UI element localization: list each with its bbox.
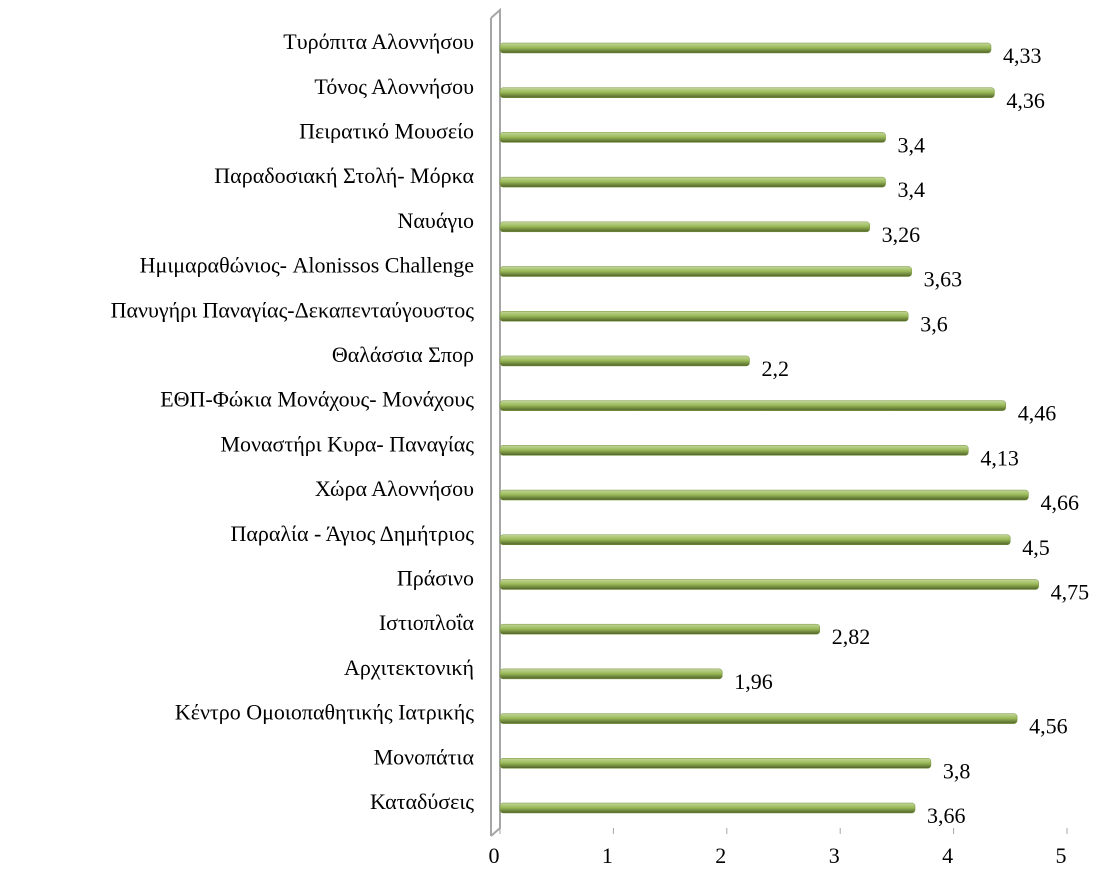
x-tick-label: 1	[602, 843, 613, 868]
data-label: 2,82	[832, 624, 871, 649]
x-tick-label: 5	[1056, 843, 1067, 868]
bar	[499, 132, 886, 143]
x-tick-label: 0	[489, 843, 500, 868]
bar	[499, 534, 1011, 546]
data-label: 3,66	[927, 803, 966, 828]
y-tick-label: Ιστιοπλοΐα	[379, 610, 475, 635]
y-tick-label: Παραδοσιακή Στολή- Μόρκα	[214, 163, 474, 188]
axis-wall	[490, 7, 501, 837]
y-tick-label: Τόνος Αλοννήσου	[314, 74, 474, 99]
data-label: 2,2	[761, 356, 789, 381]
x-tick-label: 4	[942, 843, 953, 868]
data-label: 4,75	[1051, 580, 1090, 605]
y-tick-label: ΕΘΠ-Φώκια Μονάχους- Μονάχους	[160, 387, 474, 412]
y-tick-label: Μοναστήρι Κυρα- Παναγίας	[220, 431, 474, 456]
y-tick-label: Ναυάγιο	[398, 208, 474, 233]
bar	[499, 445, 969, 456]
bar	[499, 758, 932, 769]
bar	[499, 579, 1039, 590]
y-tick-label: Πειρατικό Μουσείο	[299, 118, 474, 143]
y-tick-label: Τυρόπιτα Αλοννήσου	[283, 29, 474, 54]
data-label: 4,5	[1022, 535, 1050, 560]
bar	[499, 623, 821, 635]
bar	[499, 713, 1018, 724]
y-tick-label: Πράσινο	[397, 566, 474, 591]
x-tick-label: 3	[829, 843, 840, 868]
data-label: 3,4	[898, 132, 926, 157]
data-label: 3,4	[898, 177, 926, 202]
data-label: 4,46	[1018, 401, 1056, 426]
data-label: 4,13	[980, 445, 1019, 470]
bar	[499, 221, 870, 233]
bar	[499, 42, 992, 54]
x-tick-label: 2	[715, 843, 726, 868]
y-tick-label: Μονοπάτια	[374, 744, 475, 769]
y-tick-label: Αρχιτεκτονική	[344, 655, 474, 680]
y-tick-label: Πανυγήρι Παναγίας-Δεκαπενταύγουστος	[111, 297, 475, 322]
bar	[499, 176, 886, 188]
y-tick-label: Καταδύσεις	[370, 789, 474, 814]
bar	[499, 668, 723, 680]
data-label: 1,96	[734, 669, 773, 694]
bar	[499, 87, 995, 98]
y-tick-label: Θαλάσσια Σπορ	[332, 342, 474, 367]
data-label: 4,56	[1029, 714, 1068, 739]
bar	[499, 489, 1029, 501]
data-label: 4,33	[1003, 43, 1042, 68]
bar	[499, 355, 750, 367]
bar	[499, 310, 909, 322]
bar	[499, 802, 916, 814]
y-tick-label: Κέντρο Ομοιοπαθητικής Ιατρικής	[175, 700, 474, 725]
bar	[499, 400, 1007, 411]
bar	[499, 266, 912, 277]
data-label: 4,66	[1040, 490, 1079, 515]
data-label: 4,36	[1006, 88, 1045, 113]
data-label: 3,6	[920, 311, 948, 336]
data-label: 3,63	[924, 267, 963, 292]
data-label: 3,26	[882, 222, 921, 247]
data-label: 3,8	[943, 758, 971, 783]
y-tick-label: Παραλία - Άγιος Δημήτριος	[230, 521, 474, 546]
y-tick-label: Χώρα Αλοννήσου	[315, 476, 474, 501]
y-tick-label: Ημιμαραθώνιος- Alonissos Challenge	[140, 253, 474, 278]
